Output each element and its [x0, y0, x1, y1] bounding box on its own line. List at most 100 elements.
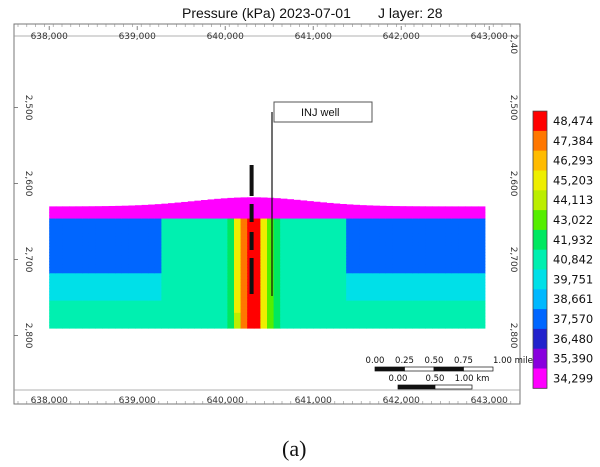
well-core-mark — [249, 204, 254, 222]
pressure-cell — [128, 236, 136, 241]
pressure-cell — [372, 276, 380, 280]
pressure-cell — [379, 248, 387, 253]
pressure-cell — [379, 282, 387, 287]
pressure-cell — [425, 236, 433, 241]
pressure-cell — [366, 221, 374, 226]
pressure-cell — [392, 215, 400, 220]
pressure-cell — [181, 279, 189, 283]
colorbar-label: 36,480 — [553, 332, 593, 346]
pressure-cell — [333, 209, 341, 214]
pressure-cell — [293, 261, 301, 265]
pressure-cell — [293, 291, 301, 296]
pressure-cell — [168, 221, 176, 226]
pressure-cell — [319, 267, 327, 271]
pressure-cell — [451, 215, 459, 220]
pressure-cell — [412, 215, 420, 220]
pressure-cell — [359, 297, 367, 302]
pressure-cell — [286, 252, 294, 256]
pressure-cell — [313, 318, 321, 323]
pressure-cell — [293, 218, 301, 223]
pressure-cell — [154, 224, 162, 229]
pressure-cell — [181, 242, 189, 247]
pressure-cell — [207, 255, 215, 259]
pressure-cell — [260, 285, 268, 290]
pressure-cell — [392, 324, 400, 329]
pressure-cell — [154, 273, 162, 277]
pressure-cell — [62, 209, 70, 214]
pressure-cell — [326, 321, 334, 326]
pressure-cell — [339, 230, 347, 235]
pressure-cell — [49, 206, 57, 211]
pressure-cell — [201, 309, 209, 314]
pressure-cell — [247, 255, 255, 259]
pressure-cell — [478, 230, 486, 235]
pressure-cell — [55, 224, 63, 229]
pressure-cell — [187, 279, 195, 283]
pressure-cell — [267, 273, 275, 277]
pressure-cell — [154, 255, 162, 259]
pressure-cell — [385, 312, 393, 317]
pressure-cell — [465, 279, 473, 283]
pressure-cell — [75, 252, 83, 256]
pressure-cell — [306, 315, 314, 320]
colorbar-swatch — [533, 249, 547, 270]
pressure-cell — [405, 261, 413, 265]
pressure-cell — [194, 291, 202, 296]
pressure-cell — [214, 312, 222, 317]
pressure-cell — [115, 324, 123, 329]
pressure-cell — [273, 315, 281, 320]
pressure-cell — [333, 297, 341, 302]
pressure-cell — [62, 221, 70, 226]
pressure-cell — [267, 309, 275, 314]
pressure-cell — [359, 212, 367, 217]
pressure-cell — [339, 282, 347, 287]
pressure-cell — [168, 279, 176, 283]
pressure-cell — [438, 324, 446, 329]
pressure-cell — [240, 227, 248, 232]
pressure-cell — [174, 230, 182, 235]
pressure-cell — [115, 261, 123, 265]
pressure-cell — [108, 230, 116, 235]
pressure-cell — [412, 312, 420, 317]
pressure-cell — [306, 230, 314, 235]
pressure-cell — [339, 315, 347, 320]
scale-mile-label: 1.00 mile — [493, 356, 533, 366]
pressure-cell — [326, 282, 334, 287]
pressure-cell — [88, 218, 96, 223]
pressure-cell — [49, 227, 57, 232]
pressure-cell — [267, 227, 275, 232]
pressure-cell — [174, 291, 182, 296]
pressure-cell — [121, 248, 129, 253]
pressure-cell — [451, 285, 459, 290]
pressure-cell — [385, 315, 393, 320]
pressure-cell — [300, 221, 308, 226]
pressure-cell — [405, 236, 413, 241]
pressure-cell — [385, 215, 393, 220]
pressure-cell — [49, 306, 57, 311]
pressure-cell — [465, 258, 473, 262]
pressure-cell — [95, 288, 103, 293]
pressure-cell — [319, 215, 327, 220]
pressure-cell — [253, 324, 261, 329]
colorbar-swatch — [533, 348, 547, 369]
pressure-cell — [201, 236, 209, 241]
pressure-cell — [247, 227, 255, 232]
pressure-cell — [319, 255, 327, 259]
pressure-cell — [234, 245, 242, 250]
pressure-cell — [201, 248, 209, 253]
pressure-cell — [201, 291, 209, 296]
pressure-cell — [240, 264, 248, 268]
pressure-cell — [438, 233, 446, 238]
pressure-cell — [121, 209, 129, 214]
pressure-cell — [108, 239, 116, 244]
pressure-cell — [333, 267, 341, 271]
pressure-cell — [478, 294, 486, 299]
pressure-cell — [273, 252, 281, 256]
pressure-cell — [399, 215, 407, 220]
pressure-cell — [432, 245, 440, 250]
pressure-cell — [227, 300, 235, 305]
pressure-cell — [339, 321, 347, 326]
pressure-cell — [445, 300, 453, 305]
pressure-cell — [346, 318, 354, 323]
pressure-cell — [148, 312, 156, 317]
